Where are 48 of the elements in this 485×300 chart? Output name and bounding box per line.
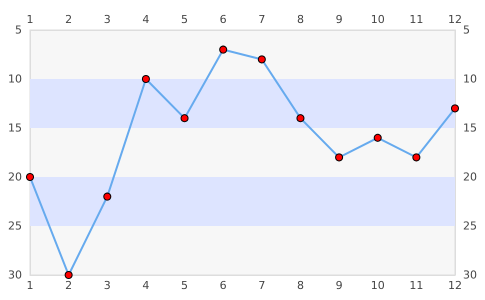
- x2-tick-label: 4: [142, 13, 150, 26]
- y-tick-label: 25: [8, 220, 22, 232]
- x2-tick-label: 3: [104, 13, 111, 26]
- point: [412, 153, 420, 162]
- x-tick-label: 4: [142, 279, 150, 292]
- x2-tick-label: 9: [336, 13, 343, 26]
- y-tick-label: 15: [8, 122, 22, 134]
- x-tick-label: 9: [336, 279, 343, 292]
- y2-tick-label: 5: [463, 24, 470, 36]
- x-tick-label: 6: [220, 279, 227, 292]
- x2-tick-label: 8: [296, 13, 304, 26]
- x2-tick-label: 12: [448, 13, 462, 26]
- point: [451, 104, 459, 112]
- point: [335, 153, 344, 162]
- x-tick-label: 10: [370, 279, 385, 292]
- x-tick-label: 8: [296, 279, 304, 292]
- point: [64, 271, 73, 279]
- x2-tick-label: 6: [220, 13, 227, 26]
- x-tick-label: 12: [448, 279, 462, 292]
- x2-tick-label: 5: [181, 13, 188, 26]
- point: [103, 192, 112, 201]
- y2-tick-label: 20: [463, 170, 477, 184]
- y-tick-label: 20: [8, 170, 22, 184]
- x2-tick-label: 2: [65, 13, 72, 26]
- x2-tick-label: 10: [370, 13, 385, 26]
- x-tick-label: 7: [258, 279, 266, 292]
- y2-tick-label: 10: [463, 72, 477, 86]
- x-tick-label: 1: [26, 279, 34, 292]
- x-tick-label: 2: [65, 279, 72, 292]
- point: [180, 114, 189, 122]
- x-tick-label: 5: [181, 279, 188, 292]
- x2-tick-label: 11: [409, 13, 424, 26]
- point: [26, 173, 34, 181]
- x2-tick-label: 7: [258, 13, 266, 26]
- point: [219, 46, 228, 54]
- y-tick-label: 5: [15, 24, 22, 36]
- y2-tick-label: 30: [463, 268, 477, 282]
- y2-tick-label: 25: [463, 220, 477, 232]
- point: [142, 75, 150, 83]
- y-tick-label: 30: [8, 268, 22, 282]
- y2-tick-label: 15: [463, 122, 477, 134]
- point: [296, 114, 304, 122]
- x2-tick-label: 1: [26, 13, 34, 26]
- point: [258, 55, 266, 64]
- y-tick-label: 10: [8, 72, 22, 86]
- point: [374, 134, 382, 142]
- x-tick-label: 3: [104, 279, 111, 292]
- x-tick-label: 11: [409, 279, 424, 292]
